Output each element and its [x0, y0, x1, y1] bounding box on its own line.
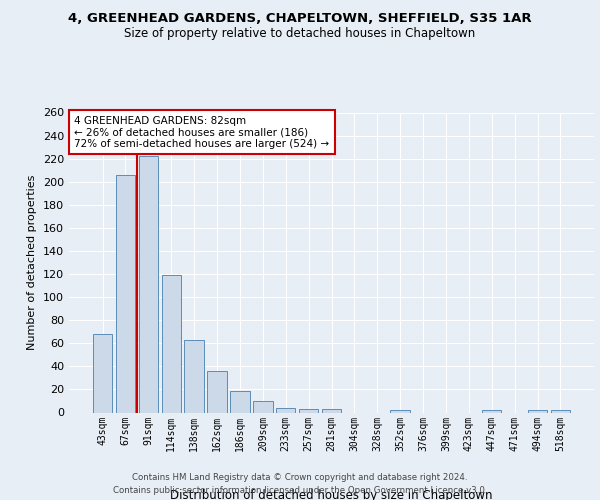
Bar [391, 410, 410, 412]
Bar [93, 334, 112, 412]
Bar [253, 401, 272, 412]
Bar [116, 175, 135, 412]
Bar [139, 156, 158, 412]
Bar [184, 340, 204, 412]
Text: Contains HM Land Registry data © Crown copyright and database right 2024.
Contai: Contains HM Land Registry data © Crown c… [113, 474, 487, 495]
Bar [322, 409, 341, 412]
Bar [482, 410, 502, 412]
Bar [276, 408, 295, 412]
Bar [161, 275, 181, 412]
Bar [208, 371, 227, 412]
Bar [528, 410, 547, 412]
Bar [230, 390, 250, 412]
Bar [299, 409, 319, 412]
Y-axis label: Number of detached properties: Number of detached properties [28, 175, 37, 350]
X-axis label: Distribution of detached houses by size in Chapeltown: Distribution of detached houses by size … [170, 490, 493, 500]
Text: Size of property relative to detached houses in Chapeltown: Size of property relative to detached ho… [124, 28, 476, 40]
Bar [551, 410, 570, 412]
Text: 4 GREENHEAD GARDENS: 82sqm
← 26% of detached houses are smaller (186)
72% of sem: 4 GREENHEAD GARDENS: 82sqm ← 26% of deta… [74, 116, 329, 148]
Text: 4, GREENHEAD GARDENS, CHAPELTOWN, SHEFFIELD, S35 1AR: 4, GREENHEAD GARDENS, CHAPELTOWN, SHEFFI… [68, 12, 532, 26]
